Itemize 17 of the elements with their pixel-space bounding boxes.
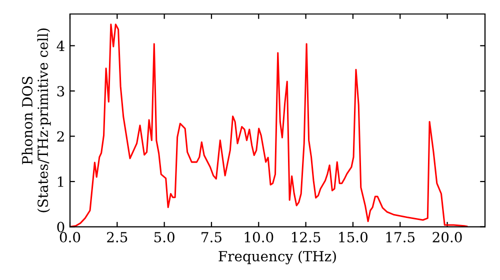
x-tick-label: 5.0: [154, 232, 174, 242]
x-tick-label: 10.0: [244, 232, 274, 242]
x-tick-label: 7.5: [202, 232, 222, 242]
y-tick-label: 1: [58, 176, 64, 187]
y-tick-label: 2: [57, 131, 64, 142]
line-series: [70, 24, 468, 227]
x-tick-label: 15.0: [339, 232, 368, 242]
x-tick-label: 2.5: [107, 232, 128, 242]
x-tick-label: 0.0: [60, 232, 80, 242]
x-tick-label: 17.5: [386, 232, 415, 242]
x-tick-label: 12.5: [292, 232, 320, 242]
y-tick-label: 4: [56, 40, 64, 51]
y-tick-label: 3: [57, 86, 64, 96]
x-tick-label: 20.0: [432, 232, 462, 242]
y-axis-title: Phonon DOS (States/THz·primitive cell): [22, 28, 51, 212]
y-tick-label: 0: [57, 222, 64, 232]
x-axis-title: Frequency (THz): [218, 250, 336, 264]
